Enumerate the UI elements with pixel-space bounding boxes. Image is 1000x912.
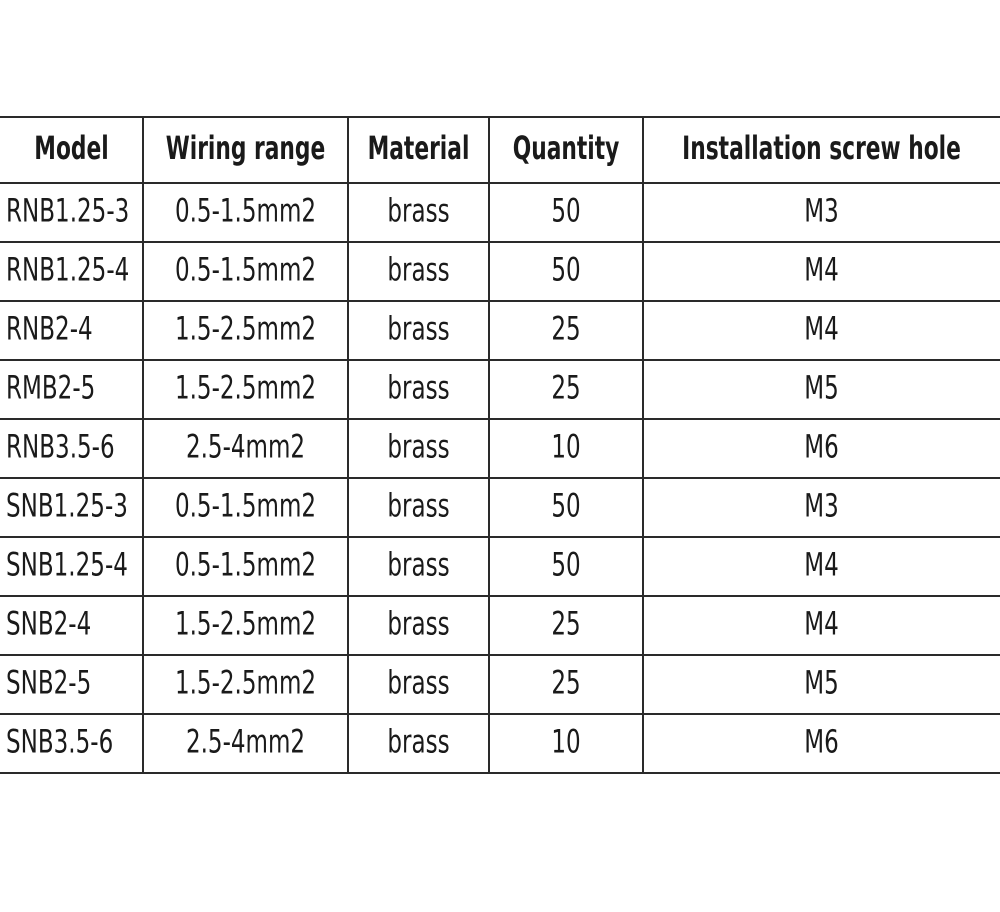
header-cell: Installation screw hole — [682, 131, 961, 167]
table-cell: 10 — [551, 428, 580, 466]
table-cell: 50 — [551, 192, 580, 230]
table-cell: SNB2-5 — [6, 664, 91, 702]
table-cell: 0.5-1.5mm2 — [175, 487, 316, 525]
table-cell: RNB3.5-6 — [6, 428, 115, 466]
table-cell: 2.5-4mm2 — [186, 428, 305, 466]
table-cell: 50 — [551, 487, 580, 525]
table-cell: 25 — [551, 369, 580, 407]
table-cell: RNB1.25-3 — [6, 192, 129, 230]
table-cell: brass — [387, 251, 449, 289]
table-cell: M6 — [804, 723, 839, 761]
header-cell: Model — [34, 131, 108, 167]
table-cell: brass — [387, 723, 449, 761]
table-cell: SNB1.25-4 — [6, 546, 128, 584]
table-cell: 25 — [551, 664, 580, 702]
table-cell: M5 — [804, 664, 839, 702]
table-cell: brass — [387, 605, 449, 643]
table-cell: RNB1.25-4 — [6, 251, 129, 289]
header-cell: Material — [368, 131, 470, 167]
table-cell: M6 — [804, 428, 839, 466]
table-cell: brass — [387, 192, 449, 230]
table-cell: 2.5-4mm2 — [186, 723, 305, 761]
table-cell: 10 — [551, 723, 580, 761]
table-cell: 1.5-2.5mm2 — [175, 605, 316, 643]
table-cell: 0.5-1.5mm2 — [175, 251, 316, 289]
table-cell: 0.5-1.5mm2 — [175, 192, 316, 230]
table-cell: 1.5-2.5mm2 — [175, 369, 316, 407]
table-cell: M4 — [804, 251, 839, 289]
table-cell: brass — [387, 546, 449, 584]
table-cell: M4 — [804, 310, 839, 348]
table-cell: brass — [387, 428, 449, 466]
table-cell: M5 — [804, 369, 839, 407]
table-cell: RMB2-5 — [6, 369, 95, 407]
table-cell: SNB1.25-3 — [6, 487, 128, 525]
table-cell: 25 — [551, 605, 580, 643]
table-cell: SNB3.5-6 — [6, 723, 113, 761]
table-cell: M3 — [804, 192, 839, 230]
table-cell: brass — [387, 310, 449, 348]
table-cell: 25 — [551, 310, 580, 348]
header-cell: Wiring range — [166, 131, 326, 167]
table-cell: M4 — [804, 546, 839, 584]
table-cell: 1.5-2.5mm2 — [175, 664, 316, 702]
table-cell: 1.5-2.5mm2 — [175, 310, 316, 348]
table-cell: brass — [387, 487, 449, 525]
table-cell: 50 — [551, 546, 580, 584]
table-cell: M3 — [804, 487, 839, 525]
table-cell: RNB2-4 — [6, 310, 93, 348]
table-cell: 0.5-1.5mm2 — [175, 546, 316, 584]
table-cell: brass — [387, 664, 449, 702]
table-cell: SNB2-4 — [6, 605, 91, 643]
table-cell: M4 — [804, 605, 839, 643]
table-cell: brass — [387, 369, 449, 407]
header-cell: Quantity — [513, 131, 620, 167]
table-cell: 50 — [551, 251, 580, 289]
